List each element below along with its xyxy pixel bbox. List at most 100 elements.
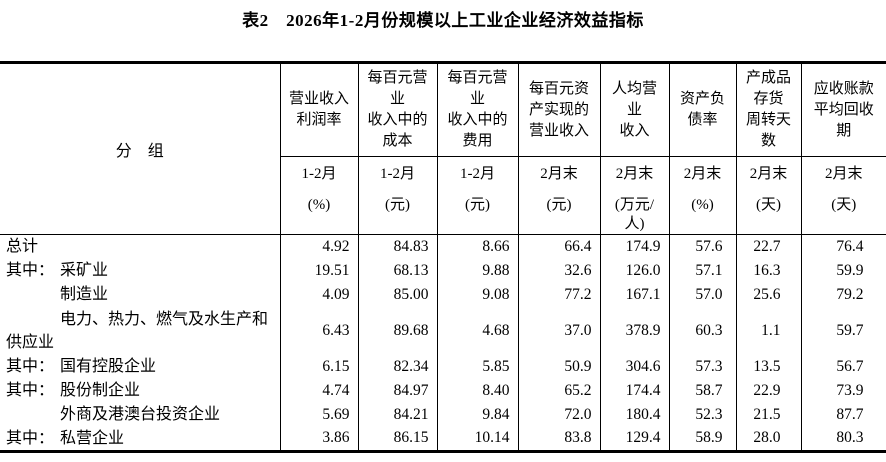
group-column-header: 分 组	[0, 62, 281, 235]
value-cell: 25.6	[736, 282, 802, 307]
column-header: 营业收入 利润率	[280, 62, 359, 157]
value-cell: 66.4	[518, 234, 601, 259]
column-period: 2月末	[615, 166, 654, 182]
value-cell: 6.43	[280, 306, 359, 355]
value-cell: 57.0	[669, 282, 737, 307]
value-cell: 129.4	[600, 426, 670, 451]
value-cell: 79.2	[801, 282, 886, 307]
column-subheader: 2月末 (天)	[736, 156, 802, 235]
column-unit: (%)	[307, 197, 331, 213]
value-cell: 58.7	[669, 378, 737, 403]
value-cell: 50.9	[518, 354, 601, 379]
column-header: 每百元营 业 收入中的 费用	[437, 62, 519, 157]
value-cell: 77.2	[518, 282, 601, 307]
value-cell: 86.15	[358, 426, 438, 451]
value-cell: 60.3	[669, 306, 737, 355]
column-subheader: 1-2月 (元)	[358, 156, 438, 235]
column-period: 2月末	[824, 166, 863, 182]
value-cell: 59.9	[801, 258, 886, 283]
column-unit: (天)	[831, 197, 857, 213]
value-cell: 9.84	[437, 402, 519, 427]
value-cell: 28.0	[736, 426, 802, 451]
column-unit: (天)	[756, 197, 781, 213]
value-cell: 59.7	[801, 306, 886, 355]
column-subheader: 1-2月 (元)	[437, 156, 519, 235]
value-cell: 73.9	[801, 378, 886, 403]
row-label-text-line2: 供应业	[6, 333, 55, 351]
column-header: 每百元营 业 收入中的 成本	[358, 62, 438, 157]
table-row: 总计 4.92 84.83 8.66 66.4 174.9 57.6 22.7 76.4	[0, 234, 886, 259]
column-unit: (元)	[465, 197, 490, 213]
value-cell: 65.2	[518, 378, 601, 403]
value-cell: 378.9	[600, 306, 670, 355]
row-label: 其中： 股份制企业	[0, 378, 281, 403]
row-label: 其中： 国有控股企业	[0, 354, 281, 379]
value-cell: 174.4	[600, 378, 670, 403]
value-cell: 85.00	[358, 282, 438, 307]
value-cell: 167.1	[600, 282, 670, 307]
table-row: 其中： 股份制企业 4.74 84.97 8.40 65.2 174.4 58.7 22.9 73…	[0, 378, 886, 403]
value-cell: 21.5	[736, 402, 802, 427]
value-cell: 22.9	[736, 378, 802, 403]
value-cell: 57.3	[669, 354, 737, 379]
value-cell: 58.9	[669, 426, 737, 451]
row-label-text: 总计	[6, 238, 39, 256]
column-subheader: 2月末 (万元/ 人)	[600, 156, 670, 235]
column-subheader: 2月末 (元)	[518, 156, 601, 235]
value-cell: 4.09	[280, 282, 359, 307]
value-cell: 19.51	[280, 258, 359, 283]
value-cell: 3.86	[280, 426, 359, 451]
value-cell: 4.68	[437, 306, 519, 355]
row-label-prefix: 其中：	[6, 429, 55, 447]
column-unit: (元)	[546, 197, 572, 213]
value-cell: 84.21	[358, 402, 438, 427]
value-cell: 4.92	[280, 234, 359, 259]
row-label-prefix: 其中：	[6, 358, 55, 375]
value-cell: 4.74	[280, 378, 359, 403]
value-cell: 5.69	[280, 402, 359, 427]
value-cell: 13.5	[736, 354, 802, 379]
column-header: 应收账款 平均回收 期	[801, 62, 886, 157]
value-cell: 10.14	[437, 426, 519, 451]
table-row: 外商及港澳台投资企业 5.69 84.21 9.84 72.0 180.4 52.3 21.5…	[0, 402, 886, 427]
value-cell: 80.3	[801, 426, 886, 451]
value-cell: 89.68	[358, 306, 438, 355]
table-row: 电力、热力、燃气及水生产和 供应业 6.43 89.68 4.68 37.0 378.9 60…	[0, 306, 886, 355]
column-header: 资产负 债率	[669, 62, 737, 157]
value-cell: 84.83	[358, 234, 438, 259]
row-label-text: 电力、热力、燃气及水生产和	[60, 310, 269, 328]
column-header: 人均营 业 收入	[600, 62, 670, 157]
column-period: 2月末	[749, 166, 788, 182]
value-cell: 9.88	[437, 258, 519, 283]
column-period: 1-2月	[301, 166, 337, 182]
value-cell: 52.3	[669, 402, 737, 427]
row-label-text: 国有控股企业	[60, 358, 157, 375]
value-cell: 84.97	[358, 378, 438, 403]
value-cell: 22.7	[736, 234, 802, 259]
value-cell: 57.1	[669, 258, 737, 283]
value-cell: 56.7	[801, 354, 886, 379]
value-cell: 82.34	[358, 354, 438, 379]
column-subheader: 1-2月 (%)	[280, 156, 359, 235]
row-label: 总计	[0, 234, 281, 259]
table-title: 表2 2026年1-2月份规模以上工业企业经济效益指标	[242, 11, 644, 30]
column-period: 2月末	[683, 166, 722, 182]
header-row-sub: 1-2月 (%) 1-2月 (元) 1-2月 (元) 2月末 (元) 2月末 (万元/ 人) 2月末…	[0, 156, 886, 235]
value-cell: 16.3	[736, 258, 802, 283]
row-label: 电力、热力、燃气及水生产和 供应业	[0, 306, 281, 355]
value-cell: 180.4	[600, 402, 670, 427]
value-cell: 87.7	[801, 402, 886, 427]
column-subheader: 2月末 (天)	[801, 156, 886, 235]
value-cell: 6.15	[280, 354, 359, 379]
value-cell: 304.6	[600, 354, 670, 379]
value-cell: 5.85	[437, 354, 519, 379]
row-label-prefix: 其中：	[6, 382, 55, 399]
column-header: 产成品 存货 周转天 数	[736, 62, 802, 157]
economic-indicators-table: 分 组 营业收入 利润率 每百元营 业 收入中的 成本 每百元营 业 收入中的 费用…	[0, 61, 886, 453]
row-label-text: 私营企业	[60, 429, 125, 447]
row-label: 外商及港澳台投资企业	[0, 402, 281, 427]
value-cell: 72.0	[518, 402, 601, 427]
column-header: 每百元资 产实现的 营业收入	[518, 62, 601, 157]
column-unit: (%)	[691, 197, 714, 213]
value-cell: 83.8	[518, 426, 601, 451]
